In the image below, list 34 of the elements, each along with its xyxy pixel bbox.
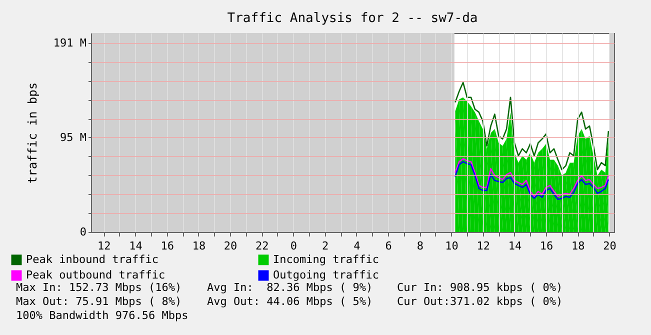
x-tick-label: 22 [256, 240, 269, 252]
legend-label: Outgoing traffic [273, 268, 379, 282]
text: Avg Out: 44.06 Mbps ( 5%) [207, 295, 373, 308]
text: Avg In: 82.36 Mbps ( 9%) [207, 281, 373, 294]
legend-label: Peak outbound traffic [26, 268, 166, 282]
x-tick-label: 14 [508, 240, 522, 252]
x-tick-label: 2 [322, 240, 329, 252]
x-tick-label: 18 [192, 240, 206, 252]
x-tick-label: 4 [354, 240, 361, 252]
x-tick-label: 16 [160, 240, 174, 252]
x-tick-label: 20 [603, 240, 616, 252]
x-tick-label: 8 [416, 240, 424, 252]
x-tick-label: 20 [224, 240, 238, 252]
y-tick-label: 95 M [60, 130, 87, 144]
line-series [454, 82, 610, 170]
text: 100% Bandwidth 976.56 Mbps [16, 309, 188, 322]
text: Max Out: 75.91 Mbps ( 8%) [16, 295, 182, 308]
text: Cur In: 908.95 kbps ( 0%) [397, 281, 563, 294]
x-tick-label: 12 [476, 240, 490, 252]
x-tick-label: 10 [445, 240, 458, 252]
x-tick-label: 12 [98, 240, 111, 252]
text: Cur Out:371.02 kbps ( 0%) [397, 295, 563, 308]
y-tick-label: 191 M [53, 36, 87, 50]
y-tick-label: 0 [80, 226, 86, 238]
x-tick-label: 0 [290, 240, 298, 252]
chart-title: Traffic Analysis for 2 -- sw7-da [227, 11, 478, 26]
y-axis-title: traffic in bps [25, 82, 40, 184]
x-tick-label: 18 [572, 240, 585, 252]
text: Max In: 152.73 Mbps (16%) [16, 281, 182, 294]
x-tick-label: 16 [540, 240, 554, 252]
x-tick-label: 14 [129, 240, 143, 252]
x-tick-label: 6 [385, 240, 392, 252]
legend-label: Peak inbound traffic [26, 252, 158, 266]
legend-label: Incoming traffic [273, 252, 379, 266]
